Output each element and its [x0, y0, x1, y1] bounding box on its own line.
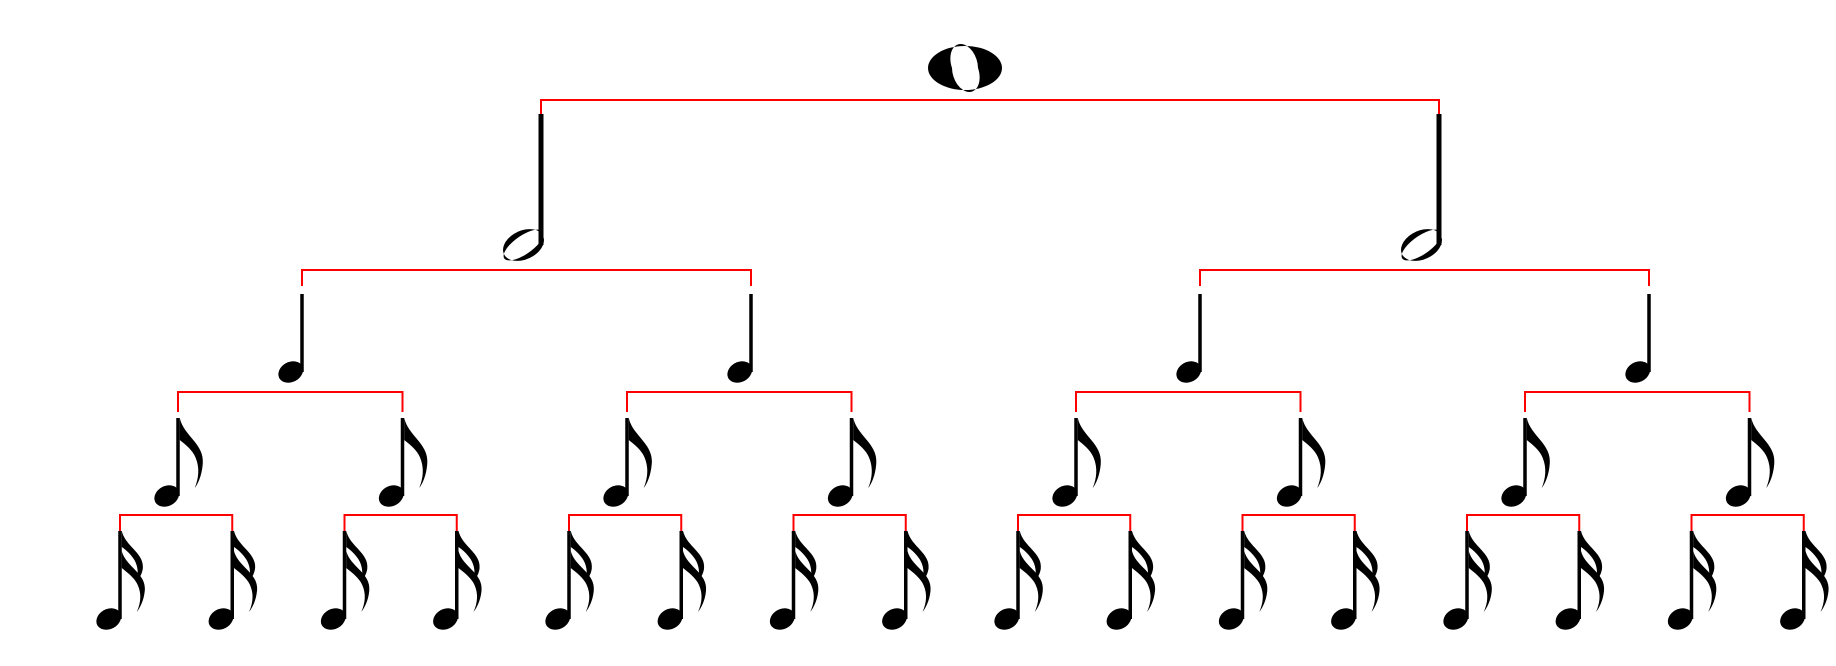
quarter-note-4	[1621, 294, 1654, 387]
quarter-note-2	[723, 294, 756, 387]
eighth-note-4	[824, 418, 877, 511]
division-bracket-half-note-1	[540, 99, 1440, 116]
sixteenth-note-5	[541, 531, 594, 634]
division-bracket-eighth-note-2	[626, 391, 853, 412]
sixteenth-note-15	[1664, 531, 1717, 634]
sixteenth-note-16	[1776, 531, 1829, 634]
sixteenth-note-11	[1215, 531, 1268, 634]
half-note-2	[1401, 114, 1442, 261]
division-bracket-sixteenth-note-7	[1466, 514, 1581, 535]
sixteenth-note-12	[1327, 531, 1380, 634]
division-bracket-eighth-note-4	[1524, 391, 1751, 412]
sixteenth-note-7	[766, 531, 819, 634]
division-bracket-sixteenth-note-2	[343, 514, 458, 535]
division-bracket-eighth-note-3	[1075, 391, 1302, 412]
sixteenth-note-13	[1439, 531, 1492, 634]
sixteenth-note-10	[1102, 531, 1156, 634]
sixteenth-note-8	[878, 531, 931, 634]
half-note-1	[503, 114, 544, 261]
eighth-note-2	[375, 418, 428, 511]
quarter-note-1	[274, 294, 307, 387]
whole-note-1	[928, 43, 1002, 93]
division-bracket-sixteenth-note-4	[792, 514, 907, 535]
division-bracket-sixteenth-note-3	[568, 514, 683, 535]
quarter-note-3	[1172, 294, 1205, 387]
eighth-note-7	[1497, 418, 1550, 511]
eighth-note-3	[599, 418, 652, 511]
division-bracket-sixteenth-note-5	[1017, 514, 1132, 535]
sixteenth-note-14	[1551, 531, 1605, 634]
note-layer	[92, 43, 1829, 634]
eighth-note-6	[1273, 418, 1326, 511]
sixteenth-note-4	[429, 531, 482, 634]
division-bracket-eighth-note-1	[177, 391, 404, 412]
sixteenth-note-9	[990, 531, 1043, 634]
division-bracket-quarter-note-2	[1199, 269, 1650, 286]
sixteenth-note-6	[653, 531, 707, 634]
division-bracket-sixteenth-note-1	[119, 514, 234, 535]
eighth-note-5	[1048, 418, 1101, 511]
eighth-note-1	[150, 418, 203, 511]
connector-layer	[119, 99, 1805, 535]
sixteenth-note-2	[204, 531, 258, 634]
division-bracket-sixteenth-note-6	[1241, 514, 1356, 535]
sixteenth-note-3	[317, 531, 370, 634]
division-bracket-sixteenth-note-8	[1690, 514, 1805, 535]
sixteenth-note-1	[92, 531, 145, 634]
division-bracket-quarter-note-1	[301, 269, 752, 286]
eighth-note-8	[1722, 418, 1775, 511]
